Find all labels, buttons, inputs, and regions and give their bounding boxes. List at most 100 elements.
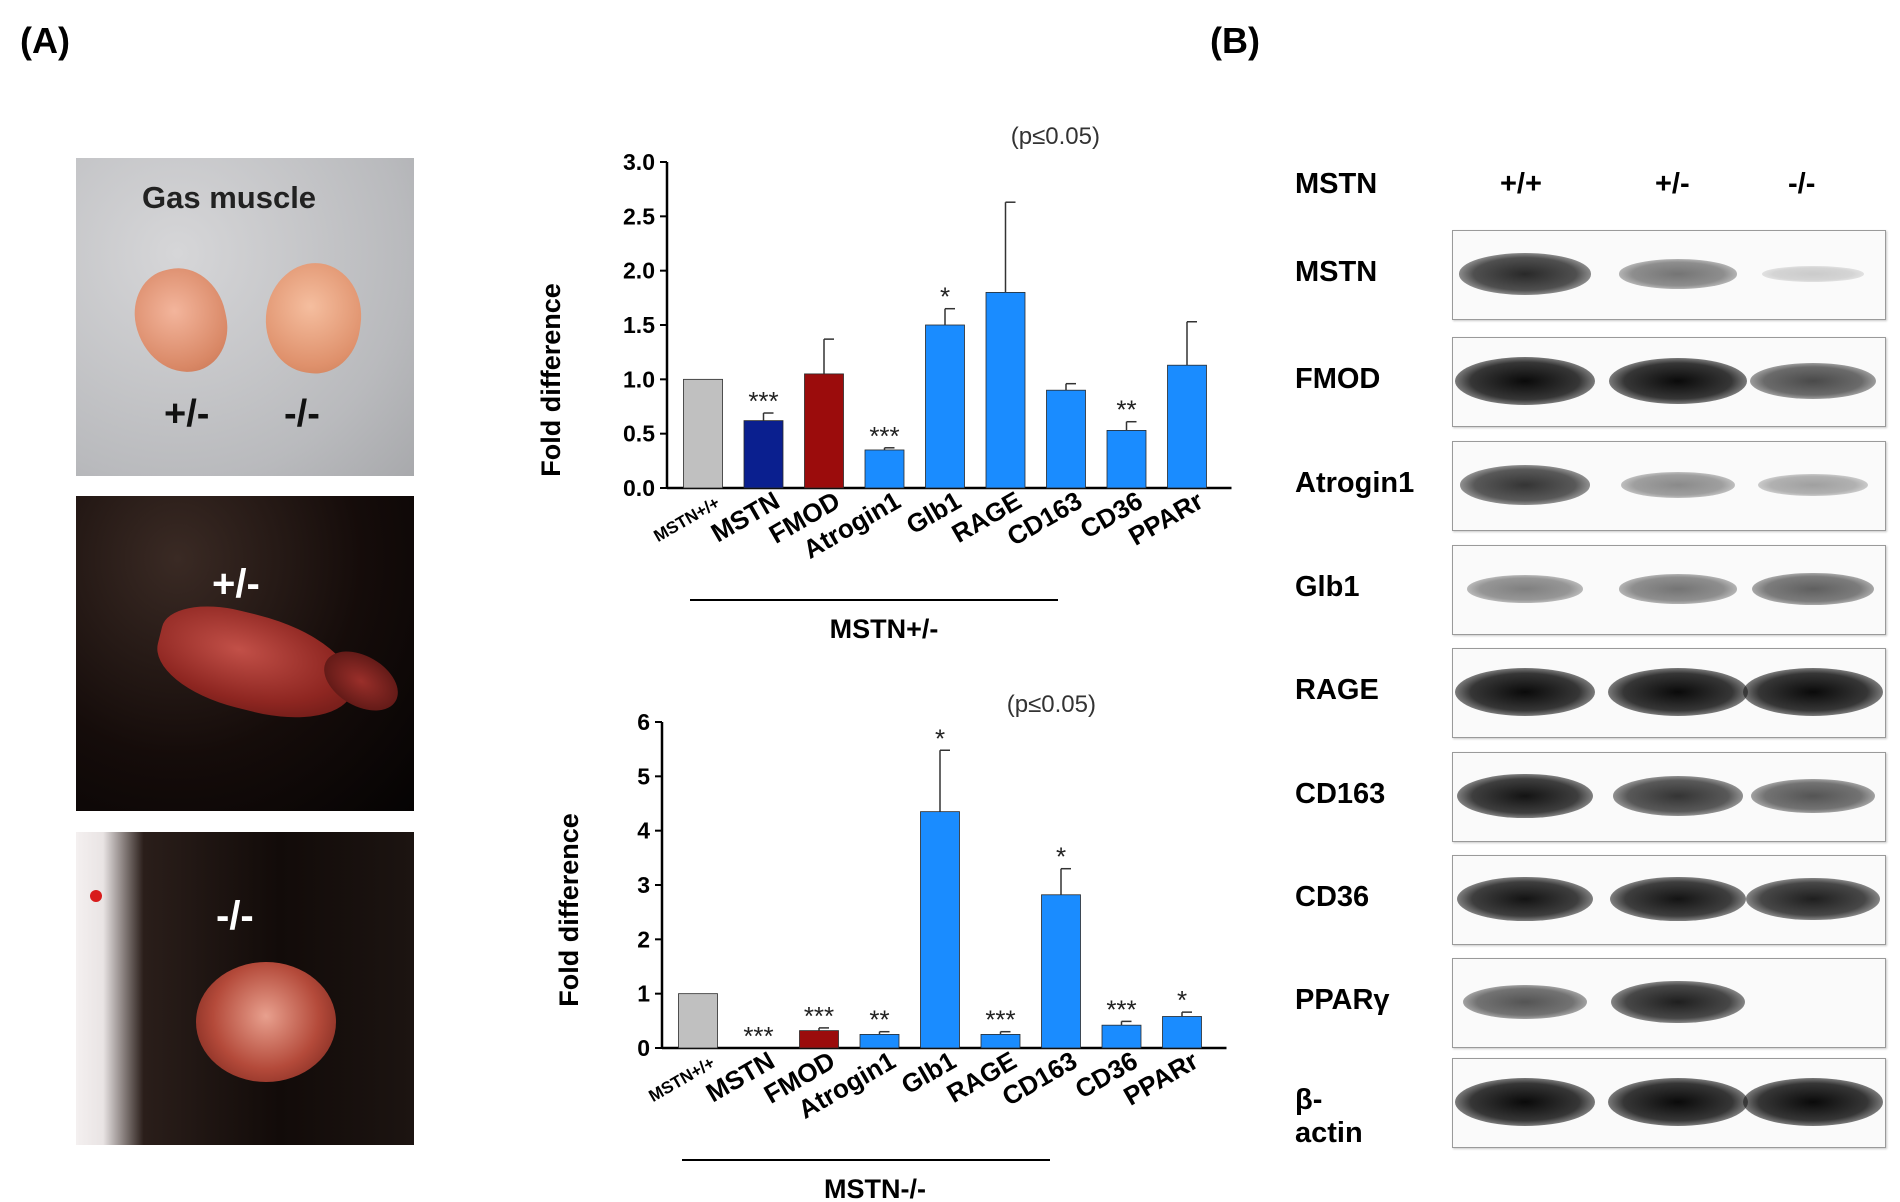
photo-heterozygous-mouse: +/- — [76, 496, 414, 811]
wb-row-label: Atrogin1 — [1295, 467, 1415, 499]
wb-band — [1743, 668, 1883, 716]
wb-band — [1609, 357, 1747, 405]
wb-row-label: MSTN — [1295, 256, 1378, 288]
wb-band — [1460, 465, 1590, 505]
wb-row-label: CD163 — [1295, 778, 1386, 810]
photo-left-genotype: +/- — [164, 393, 210, 435]
wb-band — [1619, 574, 1737, 604]
photo-gas-muscle: Gas muscle +/- -/- — [76, 158, 414, 476]
y-tick-label: 1 — [637, 981, 650, 1007]
significance-threshold-note: (p≤0.05) — [1011, 123, 1100, 150]
wb-band — [1457, 773, 1593, 819]
y-tick-label: 5 — [637, 763, 650, 789]
muscle-exposed-image — [196, 962, 336, 1082]
wb-band — [1758, 473, 1868, 497]
wb-band — [1455, 1078, 1595, 1126]
photo-title: Gas muscle — [142, 180, 317, 215]
bar-mstn — [678, 993, 718, 1049]
wb-band — [1610, 876, 1746, 922]
wb-row-label: β-actin — [1295, 1084, 1363, 1149]
wb-header-label: MSTN — [1295, 168, 1378, 200]
bar-glb1 — [925, 324, 965, 489]
wb-band — [1751, 778, 1875, 814]
significance-threshold-note: (p≤0.05) — [1007, 691, 1096, 718]
bar-cd163 — [1041, 894, 1081, 1049]
y-tick-label: 2 — [637, 926, 650, 952]
wb-band — [1746, 877, 1880, 921]
significance-marker: *** — [1106, 994, 1136, 1024]
significance-marker: *** — [985, 1005, 1015, 1035]
wb-band — [1467, 575, 1583, 603]
y-tick-label: 1.0 — [623, 366, 655, 392]
significance-marker: *** — [743, 1021, 773, 1051]
panel-b-label: (B) — [1210, 20, 1260, 61]
wb-genotype-het: +/- — [1655, 168, 1690, 200]
y-axis-label: Fold difference — [536, 283, 566, 477]
bar-glb1 — [920, 811, 960, 1049]
photo-genotype-label: -/- — [216, 894, 254, 938]
bar-cd163 — [1046, 389, 1086, 489]
bar-mstn — [683, 378, 723, 489]
wb-band — [1457, 876, 1593, 922]
y-tick-label: 4 — [637, 818, 650, 844]
wb-band — [1762, 266, 1864, 282]
significance-marker: *** — [748, 386, 778, 416]
wb-row-label: CD36 — [1295, 881, 1370, 913]
wb-band — [1613, 776, 1743, 816]
photo-knockout-mouse: -/- — [76, 832, 414, 1145]
wb-row-label: PPARγ — [1295, 984, 1390, 1016]
bar-fmod — [804, 373, 844, 489]
x-axis-group-label: MSTN+/- — [830, 614, 939, 644]
y-tick-label: 1.5 — [623, 312, 655, 338]
bar-mstn — [743, 420, 784, 489]
wb-row-label: FMOD — [1295, 363, 1381, 395]
significance-marker: *** — [804, 1001, 834, 1031]
photo-genotype-label: +/- — [212, 562, 260, 606]
bar-fmod — [799, 1030, 839, 1049]
wb-band — [1752, 572, 1874, 606]
wb-band — [1463, 984, 1587, 1020]
red-mark-image — [90, 890, 102, 902]
bar-rage — [980, 1034, 1021, 1049]
wb-band — [1621, 472, 1735, 498]
wb-band — [1608, 668, 1748, 716]
chart-mstn-heterozygous: 0.0 0.5 1.0 1.5 2.0 2.5 3.0 Fold difference (p≤0… — [536, 123, 1232, 644]
photo-right-genotype: -/- — [284, 393, 320, 435]
wb-genotype-wt: +/+ — [1500, 168, 1542, 200]
bar-atrogin1 — [864, 449, 905, 489]
wb-row-label: RAGE — [1295, 674, 1379, 706]
bar-cd36 — [1106, 430, 1147, 489]
bar-cd36 — [1101, 1024, 1142, 1049]
bar-pparr — [1167, 364, 1207, 489]
significance-marker: ** — [1116, 395, 1136, 425]
y-axis-label: Fold difference — [554, 813, 584, 1007]
significance-marker: * — [1056, 842, 1066, 872]
bar-atrogin1 — [859, 1034, 900, 1049]
bar-pparr — [1162, 1016, 1202, 1049]
wb-genotype-ko: -/- — [1788, 168, 1816, 200]
y-tick-label: 3.0 — [623, 149, 655, 175]
significance-marker: * — [1177, 985, 1187, 1015]
y-tick-label: 6 — [637, 709, 650, 735]
y-tick-label: 0.0 — [623, 475, 655, 501]
significance-marker: *** — [869, 421, 899, 451]
wb-band — [1619, 259, 1737, 289]
y-tick-label: 3 — [637, 872, 650, 898]
wb-row-label: Glb1 — [1295, 571, 1360, 603]
y-tick-label: 0 — [637, 1035, 650, 1061]
x-axis-group-label: MSTN-/- — [824, 1174, 926, 1202]
wb-band — [1750, 362, 1876, 400]
y-tick-label: 0.5 — [623, 421, 655, 447]
significance-marker: * — [940, 282, 950, 312]
wb-band — [1743, 1078, 1883, 1126]
bar-rage — [985, 291, 1026, 489]
significance-marker: * — [935, 723, 945, 753]
wb-band — [1611, 980, 1745, 1024]
y-tick-label: 2.5 — [623, 203, 655, 229]
wb-band — [1455, 668, 1595, 716]
y-tick-label: 2.0 — [623, 258, 655, 284]
wb-band — [1455, 357, 1595, 405]
panel-a-label: (A) — [20, 20, 70, 61]
